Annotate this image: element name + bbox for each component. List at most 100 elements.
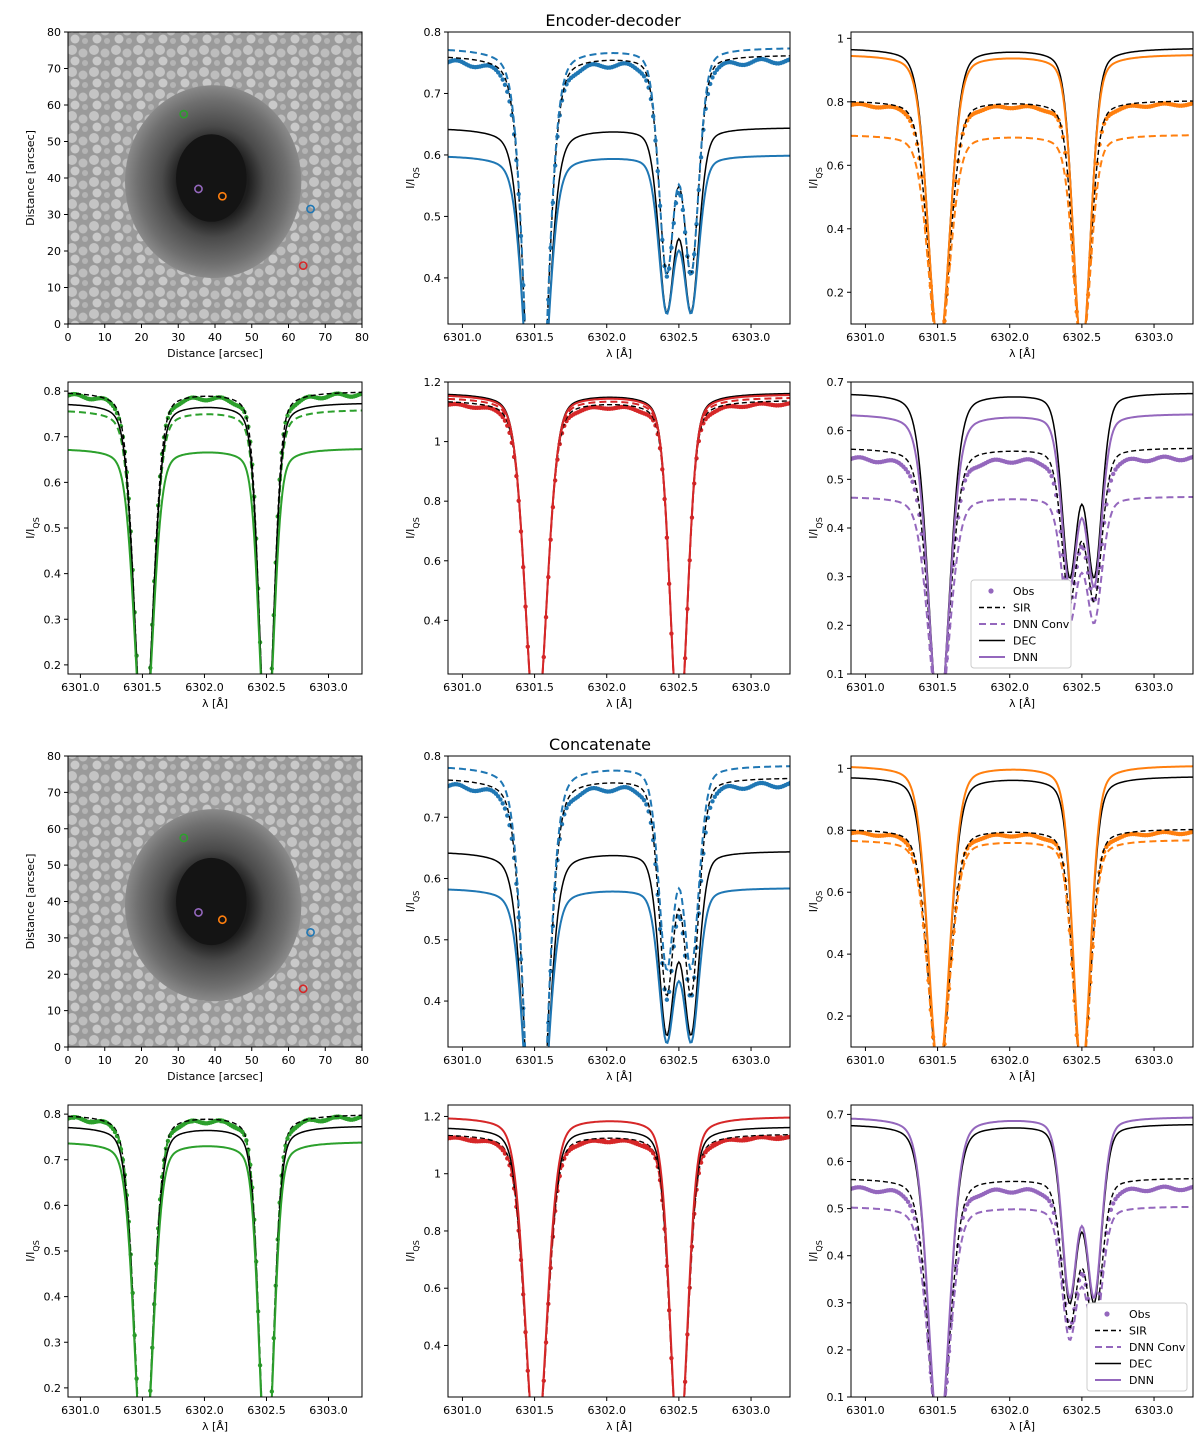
obs-point (142, 732, 146, 736)
x-tick-label: 20 (135, 331, 149, 344)
obs-point (1111, 1201, 1116, 1206)
x-tick-label: 6302.5 (247, 1404, 286, 1417)
x-tick-label: 6302.0 (587, 681, 626, 694)
series-dec (851, 1123, 1193, 1397)
x-tick-label: 6302.5 (1063, 681, 1102, 694)
obs-point (1190, 829, 1193, 835)
x-tick-label: 6301.5 (515, 1054, 554, 1067)
obs-point (712, 794, 717, 800)
x-axis-label: λ [Å] (202, 1420, 228, 1433)
obs-point (919, 174, 924, 179)
series-sir (851, 100, 1193, 324)
obs-point (1108, 1207, 1114, 1213)
y-tick-label: 0.1 (827, 1391, 845, 1404)
panel-bottom-blue: 6301.0 6301.5 6302.0 6302.5 6303.0 0.4 0.5 0.6 0… (404, 750, 791, 1171)
marker-purple (194, 908, 203, 917)
plot-area (448, 765, 790, 1171)
series-dnn-conv (68, 1116, 362, 1397)
y-tick-label: 0.6 (424, 149, 442, 162)
series-dnn-conv (448, 765, 790, 1047)
y-tick-label: 0.3 (44, 613, 62, 626)
x-tick-label: 70 (318, 331, 332, 344)
legend-label: DNN (1129, 1374, 1154, 1387)
obs-point (1049, 473, 1054, 479)
x-tick-label: 0 (65, 331, 72, 344)
obs-point (905, 1199, 911, 1205)
obs-point (502, 806, 508, 811)
obs-point (1083, 555, 1089, 561)
panel-bottom-red: 6301.0 6301.5 6302.0 6302.5 6303.0 0.4 0.6 0.8 1… (404, 1104, 791, 1440)
legend-label: SIR (1129, 1325, 1147, 1338)
y-tick-label: 10 (47, 1005, 61, 1018)
x-axis-label: λ [Å] (202, 697, 228, 710)
marker-red (298, 261, 308, 270)
axes-frame (67, 755, 363, 1048)
series-sir (851, 447, 1193, 674)
y-tick-label: 0.8 (424, 1225, 442, 1238)
x-tick-label: 6303.0 (309, 1404, 348, 1417)
x-tick-label: 6302.0 (990, 331, 1029, 344)
x-tick-label: 6301.5 (123, 681, 162, 694)
obs-point (537, 493, 541, 497)
umbra (176, 857, 247, 946)
y-axis-label-subscript: QS (412, 517, 421, 528)
marker-orange (217, 915, 227, 925)
series-sir (851, 1178, 1193, 1397)
series-sir (851, 828, 1193, 1047)
panel-bottom-purple: 6301.0 6301.5 6302.0 6302.5 6303.0 0.1 0.2 0.3 0… (807, 1104, 1194, 1433)
y-axis-label: I/IQS (404, 167, 421, 189)
y-tick-label: 20 (47, 245, 61, 258)
obs-point (1108, 478, 1114, 483)
y-tick-label: 0.1 (827, 668, 845, 681)
marker-orange (217, 191, 227, 201)
x-axis-label: λ [Å] (1009, 1420, 1035, 1433)
x-tick-label: 6303.0 (732, 1404, 771, 1417)
obs-point (283, 420, 288, 425)
y-tick-label: 0.7 (424, 811, 442, 824)
x-tick-label: 6302.0 (587, 1054, 626, 1067)
obs-point (505, 89, 510, 94)
x-tick-label: 6303.0 (1135, 331, 1174, 344)
axes-frame (67, 1104, 363, 1398)
series-dnn (68, 1141, 362, 1397)
y-axis-label: Distance [arcsec] (24, 130, 37, 226)
series-dec (851, 776, 1193, 1047)
panel-top-purple: 6301.0 6301.5 6302.0 6302.5 6303.0 0.1 0.2 0.3 0… (807, 376, 1194, 710)
obs-point (528, 1167, 532, 1171)
y-tick-label: 0.4 (424, 614, 442, 627)
series-sir (448, 777, 790, 1047)
axes-frame (447, 755, 791, 1048)
y-axis-label-subscript: QS (815, 167, 824, 178)
obs-point (530, 1433, 534, 1437)
x-tick-label: 80 (355, 1054, 369, 1067)
x-tick-label: 6301.5 (918, 1054, 957, 1067)
y-axis-label-subscript: QS (32, 1240, 41, 1251)
x-tick-label: 6303.0 (732, 331, 771, 344)
series-dec (68, 402, 362, 674)
x-tick-label: 30 (171, 1054, 185, 1067)
y-tick-label: 0.7 (827, 1108, 845, 1121)
x-tick-label: 6303.0 (732, 1054, 771, 1067)
x-tick-label: 80 (355, 331, 369, 344)
x-tick-label: 6302.5 (1063, 1054, 1102, 1067)
obs-point (1190, 454, 1193, 460)
y-axis-label: I/IQS (24, 517, 41, 539)
y-axis-label-subscript: QS (412, 167, 421, 178)
x-axis-label: Distance [arcsec] (167, 347, 263, 360)
y-tick-label: 0.7 (424, 87, 442, 100)
obs-point (530, 711, 534, 715)
y-tick-label: 80 (47, 750, 61, 763)
x-tick-label: 6303.0 (309, 681, 348, 694)
legend-label: DNN Conv (1129, 1341, 1186, 1354)
y-axis-label-subscript: QS (815, 1240, 824, 1251)
panel-map-top: 0 10 20 30 40 50 60 70 80 0 10 20 30 40 50 60 70 80 Distan… (24, 26, 369, 360)
obs-point (498, 797, 503, 802)
panel-top-blue: 6301.0 6301.5 6302.0 6302.5 6303.0 0.4 0.5 0.6 0… (404, 26, 791, 497)
obs-point (144, 733, 148, 737)
marker-green (179, 109, 189, 119)
obs-point (539, 458, 543, 462)
obs-point (674, 1436, 678, 1440)
y-tick-label: 60 (47, 823, 61, 836)
y-tick-label: 0.4 (827, 522, 845, 535)
